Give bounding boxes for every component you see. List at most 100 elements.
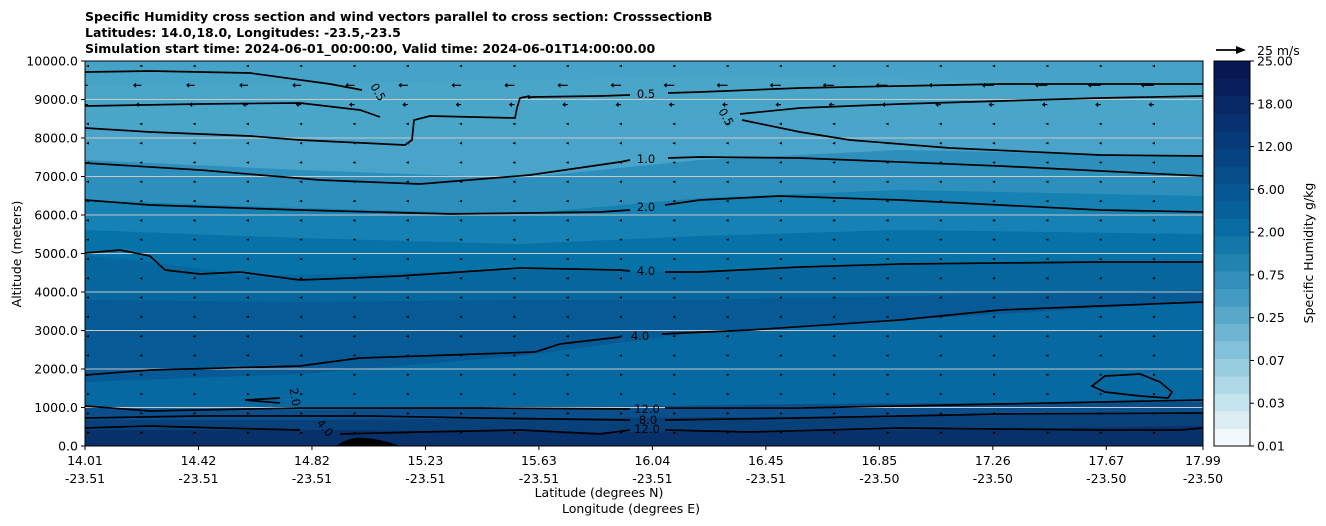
wind-vector	[725, 199, 729, 203]
wind-vector	[992, 141, 996, 145]
wind-vector	[1153, 431, 1156, 434]
wind-vector	[459, 64, 463, 68]
wind-vector	[299, 238, 303, 241]
wind-vector	[619, 238, 622, 241]
wind-vector	[299, 257, 303, 261]
wind-vector	[778, 122, 782, 126]
wind-vector	[992, 296, 996, 299]
wind-vector	[459, 238, 463, 241]
wind-vector	[672, 296, 676, 299]
wind-vector	[885, 334, 889, 338]
wind-vector	[939, 431, 943, 434]
wind-vector	[1095, 102, 1101, 108]
wind-vector	[725, 64, 729, 68]
wind-vector	[139, 257, 143, 261]
wind-vector	[140, 392, 144, 396]
x-tick-lon-label: -23.51	[519, 471, 559, 486]
wind-vector	[512, 180, 516, 184]
wind-vector	[992, 199, 996, 203]
wind-vector	[619, 277, 622, 280]
wind-vector	[352, 219, 356, 222]
x-tick-lat-label: 16.85	[861, 453, 897, 468]
wind-vector	[1045, 180, 1049, 184]
colorbar-band	[1214, 61, 1250, 79]
wind-vector	[725, 161, 729, 164]
colorbar-frame	[1213, 60, 1251, 447]
wind-vector	[562, 102, 568, 108]
y-tick-label: 6000.0	[34, 208, 78, 223]
wind-vector	[778, 315, 782, 319]
wind-vector	[1045, 219, 1049, 222]
wind-vector	[672, 277, 676, 280]
contour-0.5-middle	[85, 95, 531, 146]
wind-vector	[512, 161, 516, 164]
wind-vector	[192, 122, 196, 126]
x-tick-lon-label: -23.51	[632, 471, 672, 486]
wind-vector	[1098, 141, 1102, 145]
wind-vector	[192, 238, 196, 241]
wind-vector	[1098, 199, 1102, 203]
wind-vector	[140, 431, 144, 434]
wind-vector	[725, 277, 729, 280]
wind-vector	[619, 334, 622, 338]
wind-vector	[619, 64, 622, 68]
wind-vector	[992, 122, 996, 126]
wind-vector	[1152, 257, 1155, 261]
colorbar-band	[1214, 218, 1250, 237]
wind-vector	[886, 392, 890, 396]
wind-vector	[1099, 392, 1103, 396]
wind-vector	[245, 122, 249, 126]
wind-vector	[778, 64, 782, 68]
contour-4.0-lower	[85, 399, 1203, 412]
x-tick-lon-label: -23.51	[405, 471, 445, 486]
wind-vector	[1045, 277, 1049, 280]
wind-vector	[455, 102, 462, 108]
wind-vector	[1045, 315, 1049, 319]
wind-vector	[1045, 64, 1049, 68]
x-axis-label: Latitude (degrees N)	[535, 485, 664, 500]
wind-vector	[619, 315, 622, 319]
wind-vector	[1098, 315, 1102, 319]
wind-vector	[186, 82, 195, 88]
wind-vector	[938, 64, 942, 68]
gridlines	[85, 99, 1203, 408]
wind-vector	[726, 373, 730, 377]
colorbar-band	[1214, 113, 1250, 132]
chart-title: Specific Humidity cross section and wind…	[85, 9, 712, 57]
wind-vector	[299, 141, 303, 145]
wind-vector	[832, 122, 836, 126]
wind-vector	[1046, 431, 1050, 434]
colorbar-band	[1214, 78, 1250, 97]
wind-vector	[193, 412, 197, 415]
wind-vector	[779, 431, 783, 434]
wind-vector	[1045, 199, 1049, 203]
wind-vector	[139, 219, 143, 222]
wind-vector	[1152, 199, 1155, 203]
colorbar-band	[1214, 341, 1250, 359]
colorbar-tick-label: 0.07	[1257, 353, 1285, 368]
wind-vector	[886, 412, 890, 415]
wind-vector	[672, 354, 676, 357]
wind-vector	[192, 199, 196, 203]
colorbar-tick-label: 0.01	[1257, 439, 1285, 454]
wind-vector	[778, 180, 782, 184]
wind-vector	[672, 334, 676, 338]
wind-vector	[1152, 141, 1155, 145]
wind-vector	[833, 392, 837, 396]
colorbar-band	[1214, 201, 1250, 219]
wind-vector	[1148, 102, 1154, 108]
wind-vector	[353, 373, 357, 377]
x-tick-lat-label: 16.45	[748, 453, 784, 468]
wind-vector	[779, 373, 783, 377]
wind-vector	[725, 219, 729, 222]
contour-label: 4.0	[637, 264, 655, 278]
wind-vector	[620, 392, 623, 396]
wind-vector	[992, 334, 996, 338]
wind-vector	[673, 412, 677, 415]
colorbar-band	[1214, 393, 1250, 412]
wind-vector	[192, 180, 196, 184]
wind-vector	[992, 257, 996, 261]
wind-vector	[1152, 296, 1155, 299]
wind-vector	[832, 277, 836, 280]
colorbar-tick-label: 18.00	[1257, 96, 1293, 111]
